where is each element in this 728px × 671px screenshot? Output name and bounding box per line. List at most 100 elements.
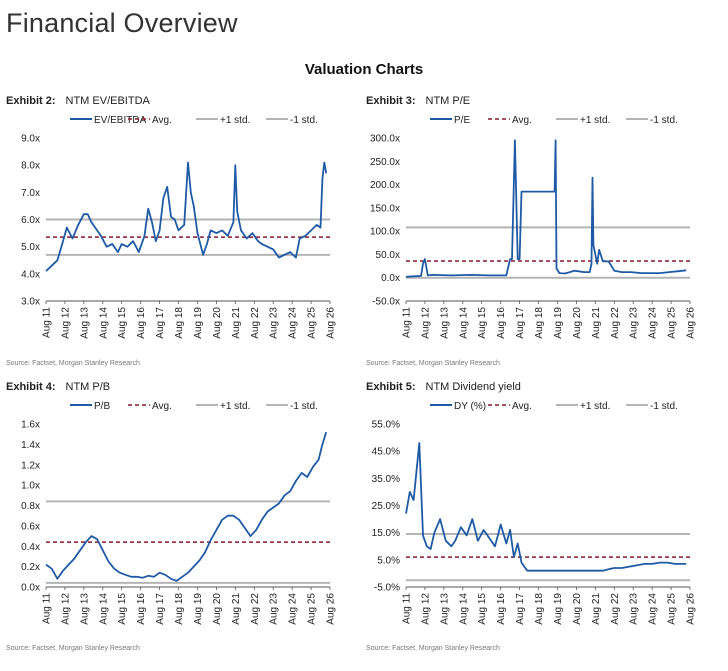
chart-pe: P/E Avg. +1 std. -1 std. 300.0x 250.0x 200.0x 1… <box>370 115 697 339</box>
legend-label: +1 std. <box>580 401 610 412</box>
x-tick-label: Aug 24 <box>648 593 659 625</box>
x-tick-label: Aug 12 <box>60 307 71 339</box>
y-tick-label: 250.0x <box>370 157 400 168</box>
x-tick-label: Aug 15 <box>117 593 128 625</box>
legend-label: +1 std. <box>220 401 250 412</box>
exhibit-label: Exhibit 2: <box>6 95 56 107</box>
x-tick-label: Aug 19 <box>193 593 204 625</box>
exhibit-heading: Exhibit 2: NTM EV/EBITDA <box>6 95 150 107</box>
legend-label: P/E <box>454 115 470 126</box>
y-tick-label: 150.0x <box>370 203 400 214</box>
source-note: Source: Factset, Morgan Stanley Research <box>6 360 140 367</box>
x-tick-label: Aug 11 <box>402 307 413 338</box>
x-tick-label: Aug 11 <box>402 593 413 624</box>
source-note: Source: Factset, Morgan Stanley Research <box>366 645 500 652</box>
y-tick-label: 35.0% <box>372 474 400 485</box>
x-tick-label: Aug 25 <box>667 593 678 625</box>
legend-label: P/B <box>94 401 110 412</box>
x-tick-label: Aug 25 <box>667 307 678 339</box>
x-tick-label: Aug 13 <box>439 593 450 625</box>
x-tick-label: Aug 17 <box>515 593 526 625</box>
x-tick-label: Aug 16 <box>136 307 147 339</box>
x-tick-label: Aug 18 <box>174 593 185 625</box>
y-tick-label: -5.0% <box>374 583 400 594</box>
y-tick-label: 0.0x <box>21 583 40 594</box>
x-tick-label: Aug 23 <box>269 307 280 339</box>
y-tick-label: 100.0x <box>370 227 400 238</box>
y-tick-label: 3.0x <box>21 297 40 308</box>
legend-label: -1 std. <box>650 115 678 126</box>
legend-label: -1 std. <box>290 115 318 126</box>
legend-label: +1 std. <box>220 115 250 126</box>
x-tick-label: Aug 19 <box>553 307 564 339</box>
x-tick-label: Aug 12 <box>60 593 71 625</box>
exhibit-title: NTM P/B <box>65 381 111 393</box>
x-tick-label: Aug 17 <box>515 307 526 339</box>
y-tick-label: 50.0x <box>376 250 400 261</box>
legend-label: Avg. <box>512 115 532 126</box>
legend-label: Avg. <box>512 401 532 412</box>
y-tick-label: -50.0x <box>372 297 400 308</box>
x-tick-label: Aug 18 <box>534 307 545 339</box>
section-title: Valuation Charts <box>304 61 424 78</box>
x-tick-label: Aug 11 <box>42 307 53 338</box>
y-tick-label: 0.6x <box>21 521 40 532</box>
x-tick-label: Aug 13 <box>439 307 450 339</box>
exhibit-title: NTM EV/EBITDA <box>65 95 150 107</box>
x-tick-label: Aug 21 <box>231 593 242 625</box>
x-tick-label: Aug 22 <box>610 307 621 339</box>
x-tick-label: Aug 15 <box>117 307 128 339</box>
x-tick-label: Aug 13 <box>79 593 90 625</box>
series-line <box>45 161 328 272</box>
y-tick-label: 8.0x <box>21 161 40 172</box>
series-line <box>405 139 687 278</box>
y-tick-label: 1.6x <box>21 420 40 431</box>
x-tick-label: Aug 12 <box>420 307 431 339</box>
x-tick-label: Aug 20 <box>212 307 223 339</box>
x-tick-label: Aug 24 <box>288 593 299 625</box>
y-tick-label: 1.0x <box>21 481 40 492</box>
panel-pb: Exhibit 4: NTM P/B P/B Avg. +1 std. -1 std. 1… <box>0 381 364 671</box>
x-tick-label: Aug 20 <box>572 307 583 339</box>
x-tick-label: Aug 20 <box>212 593 223 625</box>
y-tick-label: 200.0x <box>370 180 400 191</box>
x-tick-label: Aug 26 <box>326 593 337 625</box>
x-tick-label: Aug 23 <box>269 593 280 625</box>
legend-label: -1 std. <box>650 401 678 412</box>
x-tick-label: Aug 22 <box>250 307 261 339</box>
y-tick-label: 15.0% <box>372 528 400 539</box>
y-tick-label: 0.8x <box>21 501 40 512</box>
y-tick-label: 1.2x <box>21 460 40 471</box>
x-tick-label: Aug 14 <box>98 593 109 625</box>
chart-pb: P/B Avg. +1 std. -1 std. 1.6x 1.4x 1.2x 1.0x 0.8… <box>21 401 337 625</box>
x-tick-label: Aug 16 <box>136 593 147 625</box>
y-tick-label: 9.0x <box>21 134 40 145</box>
series-line <box>45 431 328 582</box>
x-tick-label: Aug 22 <box>250 593 261 625</box>
x-tick-label: Aug 23 <box>629 307 640 339</box>
legend-label: +1 std. <box>580 115 610 126</box>
x-tick-label: Aug 16 <box>496 307 507 339</box>
x-tick-label: Aug 18 <box>174 307 185 339</box>
x-tick-label: Aug 17 <box>155 593 166 625</box>
y-tick-label: 5.0x <box>21 242 40 253</box>
x-tick-label: Aug 16 <box>496 593 507 625</box>
x-tick-label: Aug 20 <box>572 593 583 625</box>
source-note: Source: Factset, Morgan Stanley Research <box>366 360 500 367</box>
x-tick-label: Aug 19 <box>193 307 204 339</box>
y-tick-label: 1.4x <box>21 440 40 451</box>
x-tick-label: Aug 21 <box>231 307 242 339</box>
exhibit-title: NTM Dividend yield <box>425 381 521 393</box>
legend-label: Avg. <box>152 401 172 412</box>
x-tick-label: Aug 25 <box>307 307 318 339</box>
source-note: Source: Factset, Morgan Stanley Research <box>6 645 140 652</box>
x-tick-label: Aug 26 <box>686 593 697 625</box>
x-tick-label: Aug 23 <box>629 593 640 625</box>
chart-ev-ebitda: EV/EBITDA Avg. +1 std. -1 std. 9.0x 8.0x 7.0x 6… <box>21 115 336 339</box>
y-tick-label: 0.0x <box>381 273 400 284</box>
y-tick-label: 25.0% <box>372 501 400 512</box>
page-title: Financial Overview <box>6 8 238 38</box>
legend-label: EV/EBITDA <box>94 115 147 126</box>
exhibit-label: Exhibit 3: <box>366 95 416 107</box>
x-tick-label: Aug 26 <box>686 307 697 339</box>
